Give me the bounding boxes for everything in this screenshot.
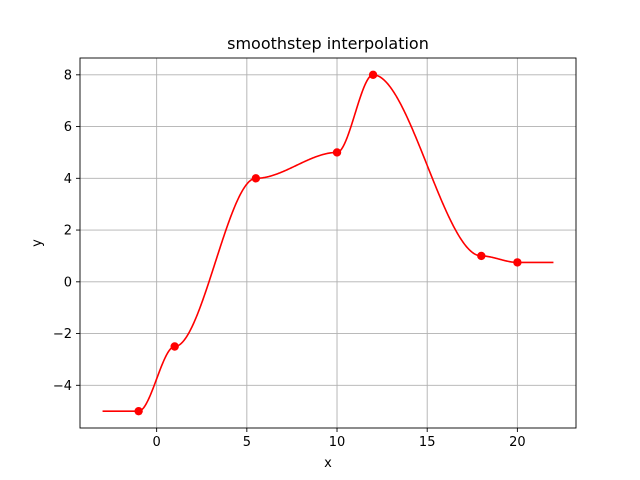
y-tick-label: 4 [64, 172, 72, 187]
data-point [134, 406, 143, 416]
plot-frame [79, 57, 577, 429]
data-point [513, 258, 522, 267]
y-tick-label: −4 [53, 379, 72, 394]
y-tick-label: −2 [53, 327, 72, 342]
chart-title: smoothstep interpolation [227, 34, 429, 53]
grid [80, 58, 576, 428]
y-axis-label: y [30, 239, 45, 247]
y-tick-label: 8 [64, 68, 72, 83]
data-point [170, 342, 179, 351]
data-point [477, 251, 486, 261]
x-tick-label: 20 [509, 435, 526, 450]
x-tick-label: 0 [153, 435, 161, 450]
x-tick-label: 15 [419, 435, 436, 450]
x-tick-label: 5 [243, 435, 251, 450]
y-tick-label: 2 [64, 224, 72, 239]
x-axis-label: x [324, 456, 332, 471]
y-tick-label: 0 [64, 275, 72, 290]
data-points [134, 70, 522, 416]
y-tick-label: 6 [64, 120, 72, 135]
x-tick-label: 10 [329, 435, 346, 450]
axis-ticks: 0 5 10 15 20 −4 −2 0 2 4 6 8 [53, 68, 526, 450]
data-point [332, 148, 342, 157]
data-point [368, 70, 378, 80]
data-point [251, 174, 261, 183]
